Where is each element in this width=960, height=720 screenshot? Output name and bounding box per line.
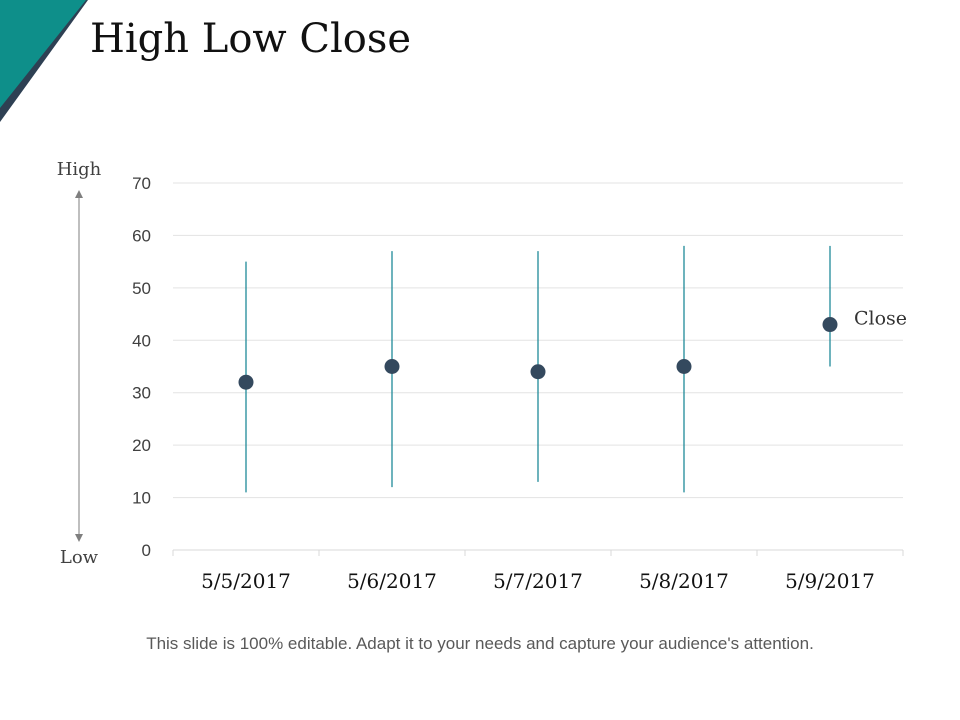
axis-label-low: Low [60,547,99,568]
y-tick-label: 40 [132,331,151,350]
arrow-up-head [75,190,83,198]
y-tick-label: 70 [132,174,151,193]
close-marker [676,359,692,374]
arrow-down-head [75,534,83,542]
x-tick-label: 5/7/2017 [493,569,583,593]
y-tick-label: 20 [132,436,151,455]
series-label-close: Close [854,308,907,330]
y-tick-label: 30 [132,384,151,403]
y-tick-label: 50 [132,279,151,298]
x-tick-label: 5/9/2017 [785,569,875,593]
corner-decoration [0,0,88,122]
y-tick-label: 0 [142,541,151,560]
close-marker [530,364,546,380]
close-marker [238,374,254,390]
close-marker [822,317,838,333]
x-tick-label: 5/6/2017 [347,569,437,593]
x-tick-label: 5/5/2017 [201,569,291,593]
axis-label-high: High [57,159,102,180]
slide-title: High Low Close [90,16,412,62]
x-tick-label: 5/8/2017 [639,569,729,593]
footer-note: This slide is 100% editable. Adapt it to… [146,634,814,653]
close-marker [384,359,400,374]
y-tick-label: 60 [132,226,151,245]
y-tick-label: 10 [132,489,151,508]
corner-teal-stripe [0,0,86,108]
